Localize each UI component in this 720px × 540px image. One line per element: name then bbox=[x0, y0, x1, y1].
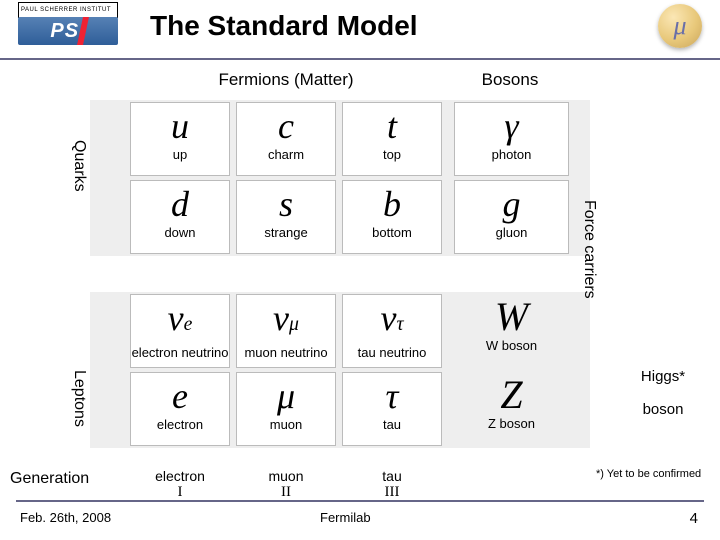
lbl-z: Z boson bbox=[454, 416, 569, 431]
lbl-gluon: gluon bbox=[455, 225, 568, 240]
lbl-top: top bbox=[343, 147, 441, 162]
muon-glyph: μ bbox=[658, 4, 702, 48]
cell-gluon: ggluon bbox=[454, 180, 569, 254]
muon-icon: μ bbox=[658, 4, 702, 48]
cell-down: ddown bbox=[130, 180, 230, 254]
quarks-label: Quarks bbox=[70, 140, 88, 192]
sym-nu-tau: ντ bbox=[380, 295, 403, 347]
lbl-w: W boson bbox=[454, 338, 569, 353]
gen-3-top: tau bbox=[342, 468, 442, 484]
slide-header: PAUL SCHERRER INSTITUT PSI The Standard … bbox=[0, 0, 720, 60]
footer-venue: Fermilab bbox=[320, 510, 371, 525]
cell-strange: sstrange bbox=[236, 180, 336, 254]
lbl-nu-mu: muon neutrino bbox=[237, 345, 335, 360]
lbl-tau: tau bbox=[343, 417, 441, 432]
footer-date: Feb. 26th, 2008 bbox=[20, 510, 111, 525]
lbl-bottom: bottom bbox=[343, 225, 441, 240]
sym-muon: μ bbox=[277, 373, 295, 419]
gen-3-bot: III bbox=[342, 484, 442, 501]
lbl-nu-tau: tau neutrino bbox=[343, 345, 441, 360]
cell-nu-e: νeelectron neutrino bbox=[130, 294, 230, 368]
cell-muon: μmuon bbox=[236, 372, 336, 446]
cell-photon: γphoton bbox=[454, 102, 569, 176]
cell-nu-tau: ντtau neutrino bbox=[342, 294, 442, 368]
cell-w: WW boson bbox=[454, 294, 569, 368]
gen-col-3: tau III bbox=[342, 468, 442, 501]
psi-logo: PAUL SCHERRER INSTITUT PSI bbox=[18, 2, 118, 46]
sym-nu-mu: νμ bbox=[273, 295, 299, 347]
gen-1-bot: I bbox=[130, 484, 230, 501]
gen-2-bot: II bbox=[236, 484, 336, 501]
cell-electron: eelectron bbox=[130, 372, 230, 446]
lbl-charm: charm bbox=[237, 147, 335, 162]
lbl-muon: muon bbox=[237, 417, 335, 432]
leptons-label: Leptons bbox=[70, 370, 88, 427]
cell-top: ttop bbox=[342, 102, 442, 176]
gen-2-top: muon bbox=[236, 468, 336, 484]
sym-photon: γ bbox=[504, 103, 518, 149]
sym-down: d bbox=[171, 181, 189, 227]
cell-up: uup bbox=[130, 102, 230, 176]
sym-tau: τ bbox=[386, 373, 399, 419]
fermions-heading: Fermions (Matter) bbox=[130, 70, 442, 90]
gen-col-2: muon II bbox=[236, 468, 336, 501]
cell-tau: τtau bbox=[342, 372, 442, 446]
generation-label: Generation bbox=[10, 470, 89, 488]
cell-nu-mu: νμmuon neutrino bbox=[236, 294, 336, 368]
lbl-electron: electron bbox=[131, 417, 229, 432]
sym-up: u bbox=[171, 103, 189, 149]
force-carriers-label: Force carriers bbox=[580, 200, 598, 299]
sym-top: t bbox=[387, 103, 397, 149]
higgs-name: Higgs* bbox=[618, 368, 708, 385]
sym-bottom: b bbox=[383, 181, 401, 227]
footnote: *) Yet to be confirmed bbox=[596, 468, 701, 480]
page-number: 4 bbox=[690, 510, 698, 527]
institute-name: PAUL SCHERRER INSTITUT bbox=[18, 2, 118, 18]
sym-nu-e: νe bbox=[168, 295, 193, 347]
sym-strange: s bbox=[279, 181, 293, 227]
slide: PAUL SCHERRER INSTITUT PSI The Standard … bbox=[0, 0, 720, 540]
cell-z: ZZ boson bbox=[454, 372, 569, 446]
footer-rule bbox=[16, 500, 704, 502]
gen-1-top: electron bbox=[130, 468, 230, 484]
lbl-photon: photon bbox=[455, 147, 568, 162]
lbl-down: down bbox=[131, 225, 229, 240]
sym-electron: e bbox=[172, 373, 188, 419]
sym-z: Z bbox=[500, 372, 522, 418]
page-title: The Standard Model bbox=[150, 10, 418, 42]
sym-w: W bbox=[495, 294, 528, 340]
gen-col-1: electron I bbox=[130, 468, 230, 501]
cell-charm: ccharm bbox=[236, 102, 336, 176]
lbl-up: up bbox=[131, 147, 229, 162]
cell-bottom: bbottom bbox=[342, 180, 442, 254]
lbl-nu-e: electron neutrino bbox=[131, 345, 229, 360]
higgs-sub: boson bbox=[618, 401, 708, 418]
sym-charm: c bbox=[278, 103, 294, 149]
higgs-label: Higgs* boson bbox=[618, 368, 708, 418]
lbl-strange: strange bbox=[237, 225, 335, 240]
psi-logo-text: PSI bbox=[18, 17, 118, 45]
psi-logo-block: PSI bbox=[18, 17, 118, 45]
bosons-heading: Bosons bbox=[450, 70, 570, 90]
sym-gluon: g bbox=[503, 181, 521, 227]
